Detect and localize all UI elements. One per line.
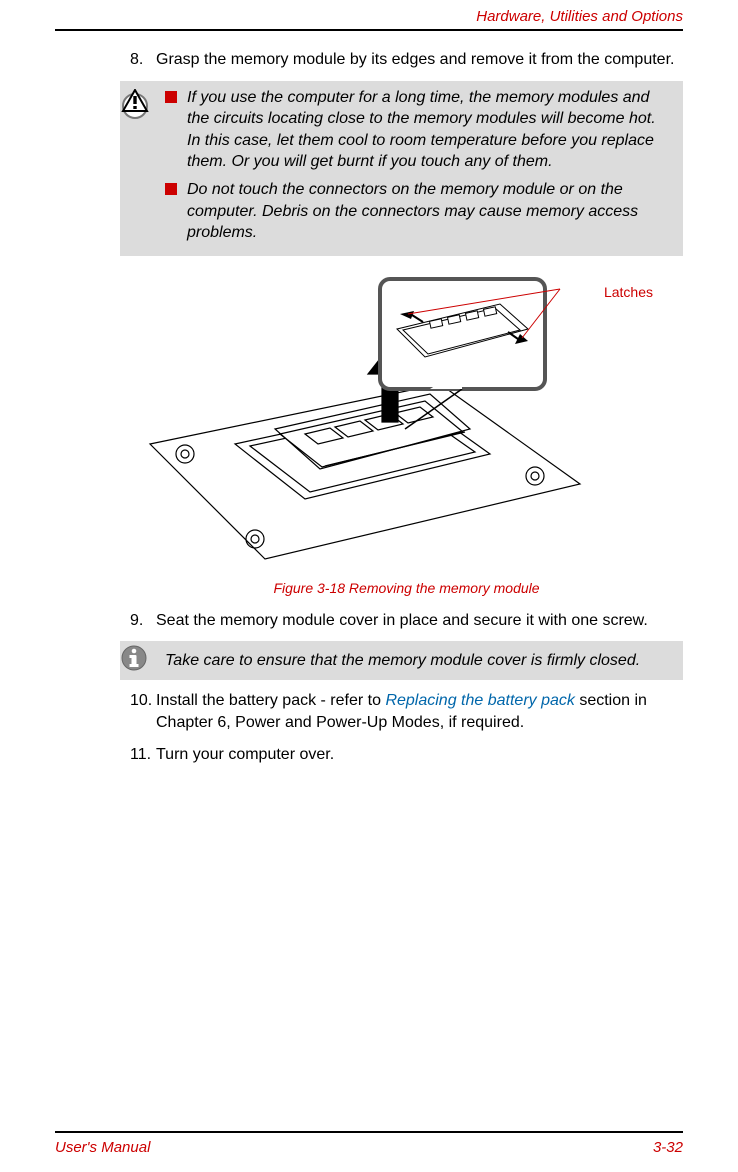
step-number: 8. [130, 49, 156, 71]
caution-icon [120, 87, 165, 250]
bottom-rule [55, 1131, 683, 1133]
caution-item-1: If you use the computer for a long time,… [165, 87, 673, 173]
step-8: 8. Grasp the memory module by its edges … [130, 49, 683, 71]
replacing-battery-link[interactable]: Replacing the battery pack [385, 692, 574, 709]
footer: User's Manual 3-32 [0, 1131, 738, 1172]
step-text: Turn your computer over. [156, 744, 334, 766]
note-text: Take care to ensure that the memory modu… [165, 652, 640, 670]
top-rule [55, 29, 683, 31]
figure-diagram: Latches [130, 274, 683, 574]
step-text: Install the battery pack - refer to Repl… [156, 690, 683, 733]
caution-item-2: Do not touch the connectors on the memor… [165, 179, 673, 244]
page: Hardware, Utilities and Options 8. Grasp… [0, 0, 738, 1172]
figure-caption: Figure 3-18 Removing the memory module [130, 580, 683, 596]
header-section-title: Hardware, Utilities and Options [0, 0, 738, 29]
caution-body: If you use the computer for a long time,… [165, 87, 673, 250]
note-box: Take care to ensure that the memory modu… [120, 641, 683, 680]
footer-left: User's Manual [55, 1139, 150, 1156]
step-9: 9. Seat the memory module cover in place… [130, 610, 683, 632]
memory-module-diagram [130, 274, 610, 574]
step-text: Seat the memory module cover in place an… [156, 610, 648, 632]
step-number: 10. [130, 690, 156, 733]
figure-callout-label: Latches [604, 284, 653, 300]
square-bullet-icon [165, 183, 177, 195]
footer-right: 3-32 [653, 1139, 683, 1156]
info-icon [120, 644, 165, 677]
step-number: 9. [130, 610, 156, 632]
square-bullet-icon [165, 91, 177, 103]
step-10: 10. Install the battery pack - refer to … [130, 690, 683, 733]
caution-text-1: If you use the computer for a long time,… [187, 87, 673, 173]
content-area: 8. Grasp the memory module by its edges … [0, 49, 738, 765]
step-text: Grasp the memory module by its edges and… [156, 49, 674, 71]
step-10-text-a: Install the battery pack - refer to [156, 692, 385, 709]
caution-text-2: Do not touch the connectors on the memor… [187, 179, 673, 244]
step-11: 11. Turn your computer over. [130, 744, 683, 766]
step-number: 11. [130, 744, 156, 766]
caution-box: If you use the computer for a long time,… [120, 81, 683, 256]
